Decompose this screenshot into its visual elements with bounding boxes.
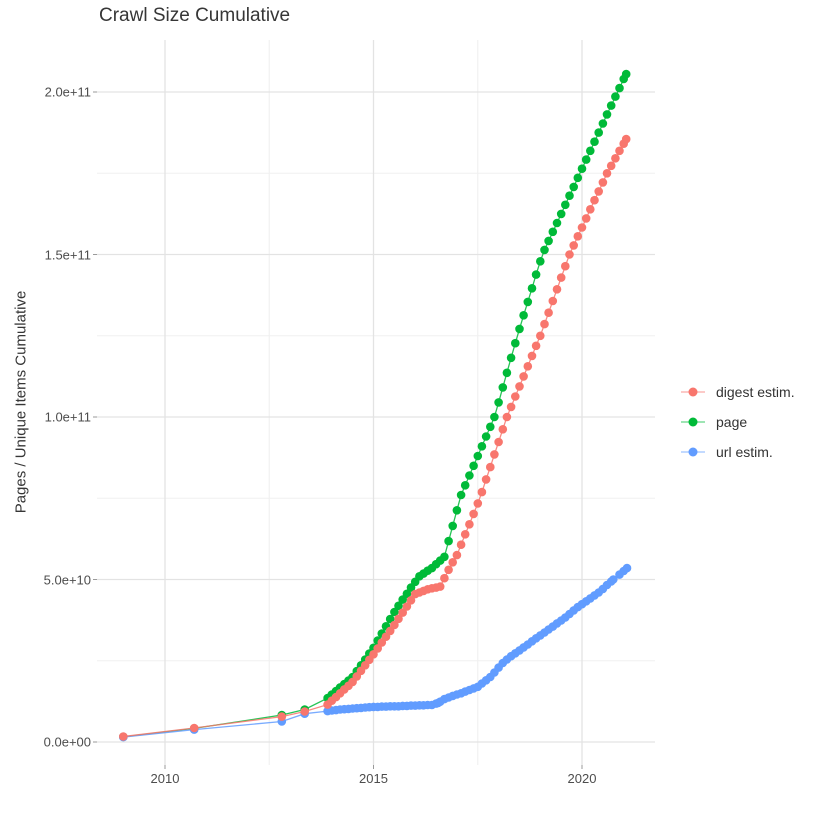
legend-key-icon xyxy=(681,417,705,427)
y-tick-label: 1.0e+11 xyxy=(44,409,91,425)
chart-title: Crawl Size Cumulative xyxy=(99,5,291,26)
x-tick-label: 2010 xyxy=(150,771,180,786)
legend-label: digest estim. xyxy=(716,384,795,400)
legend-label: url estim. xyxy=(716,444,773,460)
legend-key-icon xyxy=(681,447,705,457)
legend: digest estim. page url estim. xyxy=(680,377,795,467)
y-tick-label: 0.0e+00 xyxy=(43,734,91,750)
y-tick-label: 1.5e+11 xyxy=(44,247,91,262)
series-digest-estim- xyxy=(119,134,631,741)
legend-key-icon xyxy=(681,387,705,397)
series-url-estim- xyxy=(119,563,632,742)
y-axis-title: Pages / Unique Items Cumulative xyxy=(12,290,30,514)
legend-item-page: page xyxy=(680,407,795,437)
y-tick-label: 5.0e+10 xyxy=(43,572,91,587)
legend-label: page xyxy=(716,414,748,430)
x-tick-label: 2015 xyxy=(359,771,388,786)
legend-item-url-estim: url estim. xyxy=(680,437,795,467)
legend-item-digest-estim: digest estim. xyxy=(680,377,795,407)
series-page xyxy=(119,69,631,742)
y-tick-label: 2.0e+11 xyxy=(44,84,91,100)
x-tick-label: 2020 xyxy=(567,771,597,786)
